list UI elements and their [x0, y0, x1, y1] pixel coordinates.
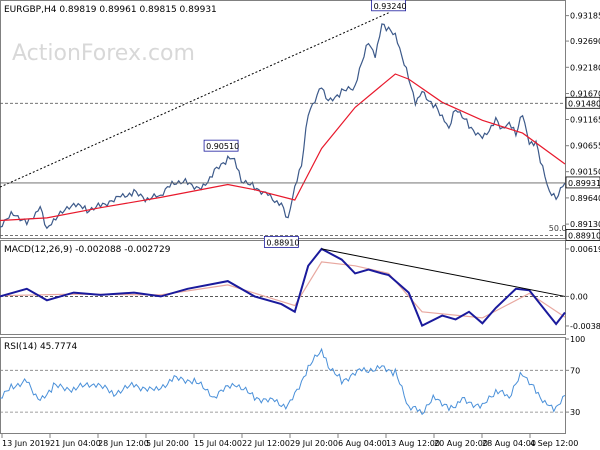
- time-tick-label: 28 Aug 04:00: [482, 439, 536, 448]
- price-level-box: [565, 229, 600, 241]
- price-level-label: 0.91480: [568, 99, 600, 108]
- time-tick-label: 29 Jul 20:00: [290, 439, 338, 448]
- time-tick-label: 13 Jun 2019: [2, 439, 50, 448]
- rsi-header: RSI(14) 45.7774: [4, 342, 77, 352]
- price-tick-label: 0.91670: [570, 90, 600, 99]
- price-levels: 0.91480 0.89931 0.88910: [0, 96, 600, 241]
- time-tick-label: 6 Aug 04:00: [338, 439, 387, 448]
- time-tick-label: 22 Jul 12:00: [242, 439, 290, 448]
- rsi-panel-frame: [0, 337, 566, 434]
- time-tick-label: 28 Jun 12:00: [98, 439, 149, 448]
- price-annotation-box: [263, 236, 299, 248]
- price-level-label: 0.89931: [568, 179, 600, 188]
- rsi-grid: [0, 369, 565, 413]
- price-trendline: [0, 12, 389, 188]
- rsi-tick-label: 70: [570, 366, 580, 375]
- macd-axis: 0.006195 0.00 -0.003851: [565, 245, 600, 331]
- macd-header: MACD(12,26,9) -0.002088 -0.002729: [4, 245, 171, 255]
- price-tick-label: 0.92690: [570, 37, 600, 46]
- price-tick-label: 0.89130: [570, 220, 600, 229]
- price-tick-label: 0.90150: [570, 168, 600, 177]
- macd-tick-label: -0.003851: [570, 322, 600, 331]
- time-tick-label: 21 Jun 04:00: [50, 439, 101, 448]
- price-level-label: 0.88910: [568, 231, 600, 240]
- rsi-tick-label: 100: [570, 335, 585, 344]
- time-tick-label: 20 Aug 20:00: [434, 439, 488, 448]
- time-tick-label: 13 Aug 12:00: [386, 439, 440, 448]
- price-tick-label: 0.89640: [570, 194, 600, 203]
- price-axis: 0.93185 0.92690 0.92180 0.91670 0.91165 0.906…: [565, 12, 600, 229]
- rsi-series: [0, 347, 566, 416]
- price-annotation-label: 0.90510: [206, 142, 239, 151]
- macd-trendline: [321, 248, 566, 297]
- rsi-axis: 100 70 30: [565, 335, 585, 417]
- price-series: [0, 12, 566, 230]
- macd-line-series: [0, 247, 566, 327]
- rsi-tick-label: 30: [570, 408, 580, 417]
- price-annotations: 0.93240 0.90510 0.88910 50.0: [203, 0, 567, 248]
- rsi-series: [0, 347, 566, 416]
- fib-label: 50.0: [549, 224, 567, 233]
- time-tick-label: 15 Jul 04:00: [194, 439, 242, 448]
- price-tick-label: 0.92180: [570, 63, 600, 72]
- price-annotation-label: 0.93240: [374, 2, 407, 11]
- macd-tick-label: 0.00: [570, 292, 588, 301]
- symbol-header: EURGBP,H4 0.89819 0.89961 0.89815 0.8993…: [4, 5, 217, 15]
- price-tick-label: 0.93185: [570, 12, 600, 21]
- macd-series: [0, 247, 566, 327]
- price-tick-label: 0.91165: [570, 115, 600, 124]
- price-annotation-box: [203, 139, 239, 152]
- watermark: ActionForex.com: [12, 41, 195, 66]
- price-annotation-box: [371, 0, 406, 12]
- time-tick-label: 4 Sep 12:00: [530, 439, 578, 448]
- price-bars-series: [0, 23, 566, 230]
- price-level-box: [565, 176, 600, 189]
- price-annotation-label: 0.88910: [266, 238, 299, 247]
- macd-tick-label: 0.006195: [570, 245, 600, 254]
- price-tick-label: 0.90655: [570, 142, 600, 151]
- ema-series: [0, 73, 566, 222]
- price-level-box: [565, 96, 600, 109]
- time-tick-label: 5 Jul 20:00: [146, 439, 189, 448]
